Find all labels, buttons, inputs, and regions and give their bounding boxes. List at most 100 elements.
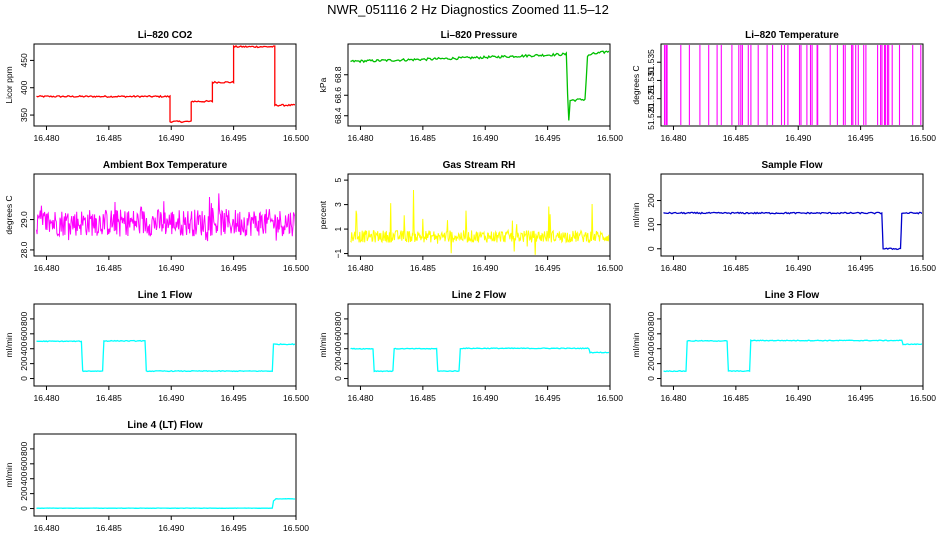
x-tick-label: 16.485: [96, 133, 122, 143]
y-axis-label: degrees C: [4, 195, 14, 234]
y-tick-label: 600: [646, 326, 656, 340]
y-axis-label: percent: [318, 200, 328, 229]
series-line-1-flow: [36, 339, 295, 373]
x-tick-label: 16.480: [33, 393, 59, 403]
x-tick-label: 16.480: [660, 133, 686, 143]
x-tick-label: 16.485: [96, 393, 122, 403]
plot-frame: [660, 303, 924, 387]
plot-li820-temperature: Li–820 Temperature 16.480 16.485 16.490 16.4…: [631, 30, 936, 143]
y-axis-label: ml/min: [631, 332, 641, 357]
x-tick-label: 16.490: [158, 133, 184, 143]
plot-sample-flow: Sample Flow 16.480 16.485 16.490 16.495 16.50…: [631, 160, 936, 273]
series-line: [350, 50, 609, 121]
x-tick-label: 16.495: [848, 393, 874, 403]
plot-frame: [33, 173, 297, 257]
plot-title: Line 1 Flow: [138, 290, 193, 301]
plot-frame: [660, 173, 924, 257]
plot-frame: [33, 433, 297, 517]
x-tick-label: 16.500: [283, 263, 309, 273]
plot-li820-pressure: Li–820 Pressure 16.480 16.485 16.490 16.495 1…: [318, 30, 623, 143]
x-tick-label: 16.495: [848, 263, 874, 273]
plot-title: Li–820 CO2: [138, 30, 193, 41]
y-tick-label: 0: [646, 246, 656, 251]
series-line: [350, 189, 609, 255]
x-tick-label: 16.480: [660, 263, 686, 273]
plot-frame: [347, 43, 611, 127]
series-line: [36, 498, 295, 509]
x-tick-label: 16.495: [848, 133, 874, 143]
plot-gas-stream-rh: Gas Stream RH 16.480 16.485 16.490 16.495 16.…: [318, 160, 623, 273]
y-tick-label: 68.8: [333, 66, 343, 83]
y-tick-label: 51.530: [646, 67, 656, 93]
x-tick-label: 16.480: [33, 263, 59, 273]
plot-ambient-box-temperature: Ambient Box Temperature 16.480 16.485 16.49…: [4, 160, 309, 273]
x-tick-label: 16.485: [96, 263, 122, 273]
series-line: [36, 339, 295, 373]
x-tick-label: 16.485: [723, 133, 749, 143]
plot-title: Li–820 Temperature: [745, 30, 839, 41]
plot-title: Ambient Box Temperature: [103, 160, 228, 171]
x-tick-label: 16.500: [910, 263, 936, 273]
y-tick-label: 28.0: [19, 241, 29, 258]
x-tick-label: 16.495: [221, 393, 247, 403]
x-tick-label: 16.490: [472, 263, 498, 273]
y-tick-label: 200: [19, 486, 29, 500]
x-tick-label: 16.495: [221, 523, 247, 533]
plot-line-1-flow: Line 1 Flow 16.480 16.485 16.490 16.495 16.50…: [4, 290, 309, 403]
x-tick-label: 16.495: [535, 133, 561, 143]
plot-frame: [33, 43, 297, 127]
y-axis-label: Licor ppm: [4, 66, 14, 103]
x-tick-label: 16.490: [785, 393, 811, 403]
x-tick-label: 16.495: [535, 263, 561, 273]
y-tick-label: 1: [333, 226, 343, 231]
plot-frame: [347, 173, 611, 257]
x-tick-label: 16.490: [158, 523, 184, 533]
x-tick-label: 16.490: [472, 133, 498, 143]
x-tick-label: 16.485: [96, 523, 122, 533]
y-axis-label: ml/min: [4, 332, 14, 357]
plot-line-3-flow: Line 3 Flow 16.480 16.485 16.490 16.495 16.50…: [631, 290, 936, 403]
y-tick-label: 68.6: [333, 87, 343, 104]
y-tick-label: 0: [19, 376, 29, 381]
y-tick-label: 200: [646, 193, 656, 207]
x-tick-label: 16.480: [347, 263, 373, 273]
plot-frame: [347, 303, 611, 387]
y-tick-label: 200: [19, 356, 29, 370]
y-tick-label: 600: [19, 456, 29, 470]
plot-title: Line 3 Flow: [765, 290, 820, 301]
x-tick-label: 16.495: [535, 393, 561, 403]
x-tick-label: 16.500: [283, 133, 309, 143]
plot-title: Li–820 Pressure: [441, 30, 518, 41]
y-tick-label: 100: [646, 217, 656, 231]
x-tick-label: 16.500: [910, 393, 936, 403]
x-tick-label: 16.495: [221, 263, 247, 273]
y-tick-label: 400: [333, 341, 343, 355]
y-tick-label: 68.4: [333, 107, 343, 124]
y-tick-label: 800: [333, 312, 343, 326]
x-tick-label: 16.485: [723, 393, 749, 403]
x-tick-label: 16.490: [472, 393, 498, 403]
y-tick-label: 5: [333, 177, 343, 182]
x-tick-label: 16.500: [597, 393, 623, 403]
plot-line-4-lt-flow: Line 4 (LT) Flow 16.480 16.485 16.490 16.495…: [4, 420, 309, 533]
series-line-2-flow: [350, 347, 609, 373]
y-tick-label: 51.525: [646, 85, 656, 111]
x-tick-label: 16.480: [33, 133, 59, 143]
series-li820-pressure: [350, 50, 609, 121]
plot-li820-co2: Li–820 CO2 16.480 16.485 16.490 16.495 16.500…: [4, 30, 309, 143]
series-ambient-box-temperature: [36, 193, 295, 242]
x-tick-label: 16.485: [410, 133, 436, 143]
x-tick-label: 16.500: [910, 133, 936, 143]
x-tick-label: 16.495: [221, 133, 247, 143]
y-axis-label: ml/min: [631, 202, 641, 227]
series-line: [663, 45, 922, 125]
x-tick-label: 16.490: [785, 133, 811, 143]
plot-title: Gas Stream RH: [443, 160, 516, 171]
series-line-3-flow: [663, 339, 922, 373]
y-tick-label: −1: [333, 248, 343, 258]
y-axis-label: degrees C: [631, 65, 641, 104]
plot-line-2-flow: Line 2 Flow 16.480 16.485 16.490 16.495 16.50…: [318, 290, 623, 403]
series-line: [663, 339, 922, 373]
x-tick-label: 16.500: [597, 263, 623, 273]
y-tick-label: 350: [19, 108, 29, 122]
